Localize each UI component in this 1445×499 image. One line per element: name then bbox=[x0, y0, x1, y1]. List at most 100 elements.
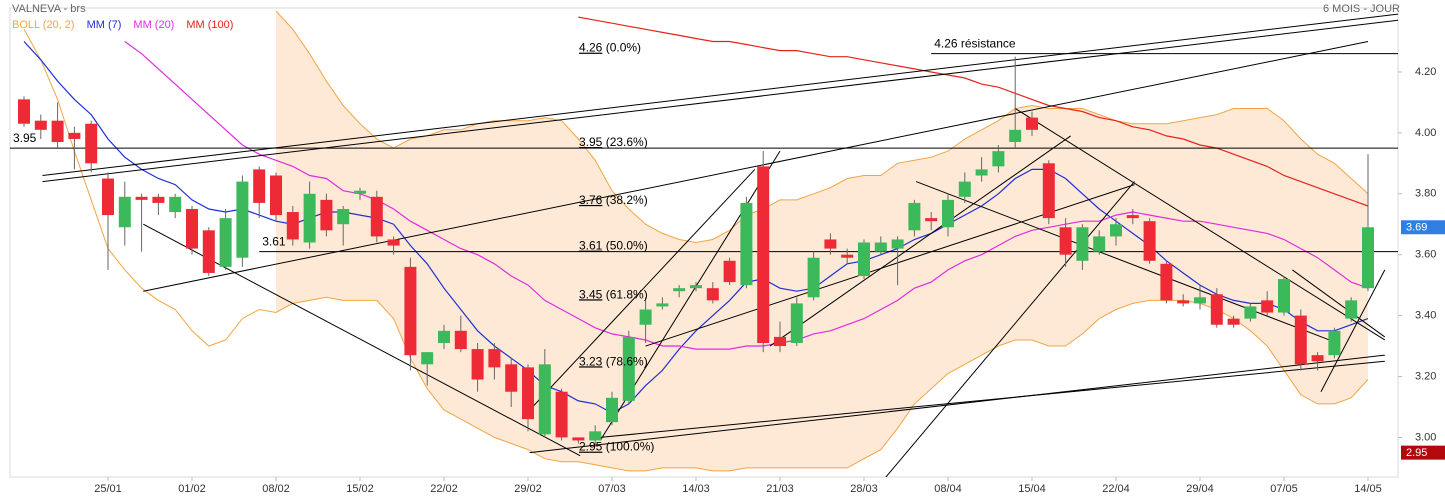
candle-body bbox=[270, 175, 282, 216]
fib-value: 3.61 bbox=[579, 239, 603, 253]
plot-area bbox=[10, 10, 1398, 477]
fib-label: 2.95 (100.0%) bbox=[579, 440, 654, 454]
candle-body bbox=[522, 367, 534, 420]
chart-title: VALNEVA - brs bbox=[12, 3, 86, 15]
x-tick-label: 21/03 bbox=[766, 483, 794, 495]
candle-body bbox=[874, 242, 887, 252]
candle-body bbox=[1059, 227, 1072, 255]
candle-body bbox=[118, 196, 131, 228]
legend-entry: BOLL (20, 2) bbox=[12, 19, 75, 31]
candle-body bbox=[992, 151, 1005, 167]
fib-value: 3.76 bbox=[579, 193, 603, 207]
trend-line bbox=[143, 223, 581, 457]
candle-body bbox=[925, 218, 938, 222]
candle-body bbox=[690, 285, 702, 289]
candle-body bbox=[538, 364, 551, 435]
candle-body bbox=[303, 193, 316, 243]
trend-line bbox=[1320, 269, 1386, 392]
candle-body bbox=[841, 254, 854, 258]
x-tick-label: 29/04 bbox=[1186, 483, 1214, 495]
candle-body bbox=[723, 260, 736, 283]
fib-label: 3.45 (61.8%) bbox=[579, 288, 648, 302]
candle-body bbox=[1009, 129, 1022, 142]
trend-line bbox=[915, 181, 1330, 341]
x-tick-label: 07/05 bbox=[1270, 483, 1298, 495]
x-tick-label: 08/04 bbox=[934, 483, 962, 495]
x-tick-label: 14/05 bbox=[1354, 483, 1382, 495]
candle-body bbox=[891, 239, 904, 249]
y-tick-label: 4.20 bbox=[1415, 66, 1436, 78]
candle-body bbox=[135, 196, 148, 200]
price-marker-label: 2.95 bbox=[1406, 447, 1427, 459]
trend-line bbox=[769, 135, 1071, 347]
candle-body bbox=[102, 178, 114, 216]
fib-percent: (100.0%) bbox=[606, 440, 655, 454]
candle-body bbox=[236, 181, 249, 258]
fib-value: 3.23 bbox=[579, 355, 603, 369]
candle-body bbox=[1345, 300, 1358, 319]
candle-body bbox=[555, 391, 568, 438]
candle-body bbox=[51, 120, 64, 142]
candle-body bbox=[706, 288, 719, 301]
x-tick-label: 22/04 bbox=[1102, 483, 1130, 495]
y-tick-label: 3.60 bbox=[1415, 249, 1436, 261]
candle-body bbox=[807, 257, 820, 298]
candle-body bbox=[908, 202, 921, 231]
candle-body bbox=[454, 330, 467, 350]
candle-body bbox=[337, 209, 350, 225]
band-lower bbox=[23, 29, 1369, 472]
fib-label: 4.26 (0.0%) bbox=[579, 41, 641, 55]
candle-body bbox=[1244, 306, 1257, 319]
candle-body bbox=[253, 169, 266, 203]
level-text: résistance bbox=[961, 37, 1016, 51]
candle-body bbox=[202, 230, 215, 273]
fib-value: 3.95 bbox=[579, 135, 603, 149]
candle-body bbox=[1362, 227, 1374, 289]
trend-line bbox=[42, 13, 1398, 176]
candle-body bbox=[404, 266, 417, 356]
plot-frame bbox=[9, 7, 1399, 478]
candle-body bbox=[1177, 300, 1190, 304]
candle-body bbox=[438, 330, 450, 343]
x-tick-label: 22/02 bbox=[430, 483, 458, 495]
legend-entry: MM (20) bbox=[133, 19, 174, 31]
x-tick-label: 15/04 bbox=[1018, 483, 1046, 495]
x-tick-label: 14/03 bbox=[682, 483, 710, 495]
trend-line bbox=[600, 360, 1385, 438]
candle-body bbox=[354, 190, 366, 194]
price-marker-label: 3.69 bbox=[1406, 222, 1427, 234]
x-tick-label: 25/01 bbox=[94, 483, 122, 495]
candle-body bbox=[774, 336, 786, 347]
price-marker bbox=[1401, 220, 1445, 235]
level-label: 3.95 bbox=[13, 131, 37, 145]
candle-body bbox=[858, 242, 870, 276]
candle-body bbox=[186, 209, 198, 249]
candle-body bbox=[219, 218, 232, 267]
trend-line bbox=[1292, 269, 1386, 338]
trend-line bbox=[885, 181, 1135, 477]
x-tick-label: 07/03 bbox=[598, 483, 626, 495]
fib-percent: (50.0%) bbox=[606, 239, 648, 253]
candle-body bbox=[1294, 315, 1307, 365]
candle-body bbox=[421, 352, 434, 365]
x-tick-label: 28/03 bbox=[850, 483, 878, 495]
candle-body bbox=[958, 181, 971, 197]
candle-body bbox=[85, 123, 98, 164]
y-tick-label: 3.80 bbox=[1415, 188, 1436, 200]
candle-body bbox=[152, 196, 165, 203]
level-value: 4.26 bbox=[934, 37, 958, 51]
y-tick-label: 3.00 bbox=[1415, 431, 1436, 443]
candle-body bbox=[286, 212, 299, 240]
trend-line bbox=[529, 354, 1385, 454]
trend-line bbox=[143, 41, 1369, 292]
fib-label: 3.23 (78.6%) bbox=[579, 355, 648, 369]
y-tick-label: 3.20 bbox=[1415, 370, 1436, 382]
fib-percent: (61.8%) bbox=[606, 288, 648, 302]
candle-body bbox=[1227, 318, 1240, 325]
candle-body bbox=[606, 397, 618, 423]
candle-body bbox=[622, 336, 635, 401]
y-tick-label: 3.40 bbox=[1415, 309, 1436, 321]
candle-body bbox=[68, 132, 81, 139]
level-label: 3.61 bbox=[262, 235, 286, 249]
